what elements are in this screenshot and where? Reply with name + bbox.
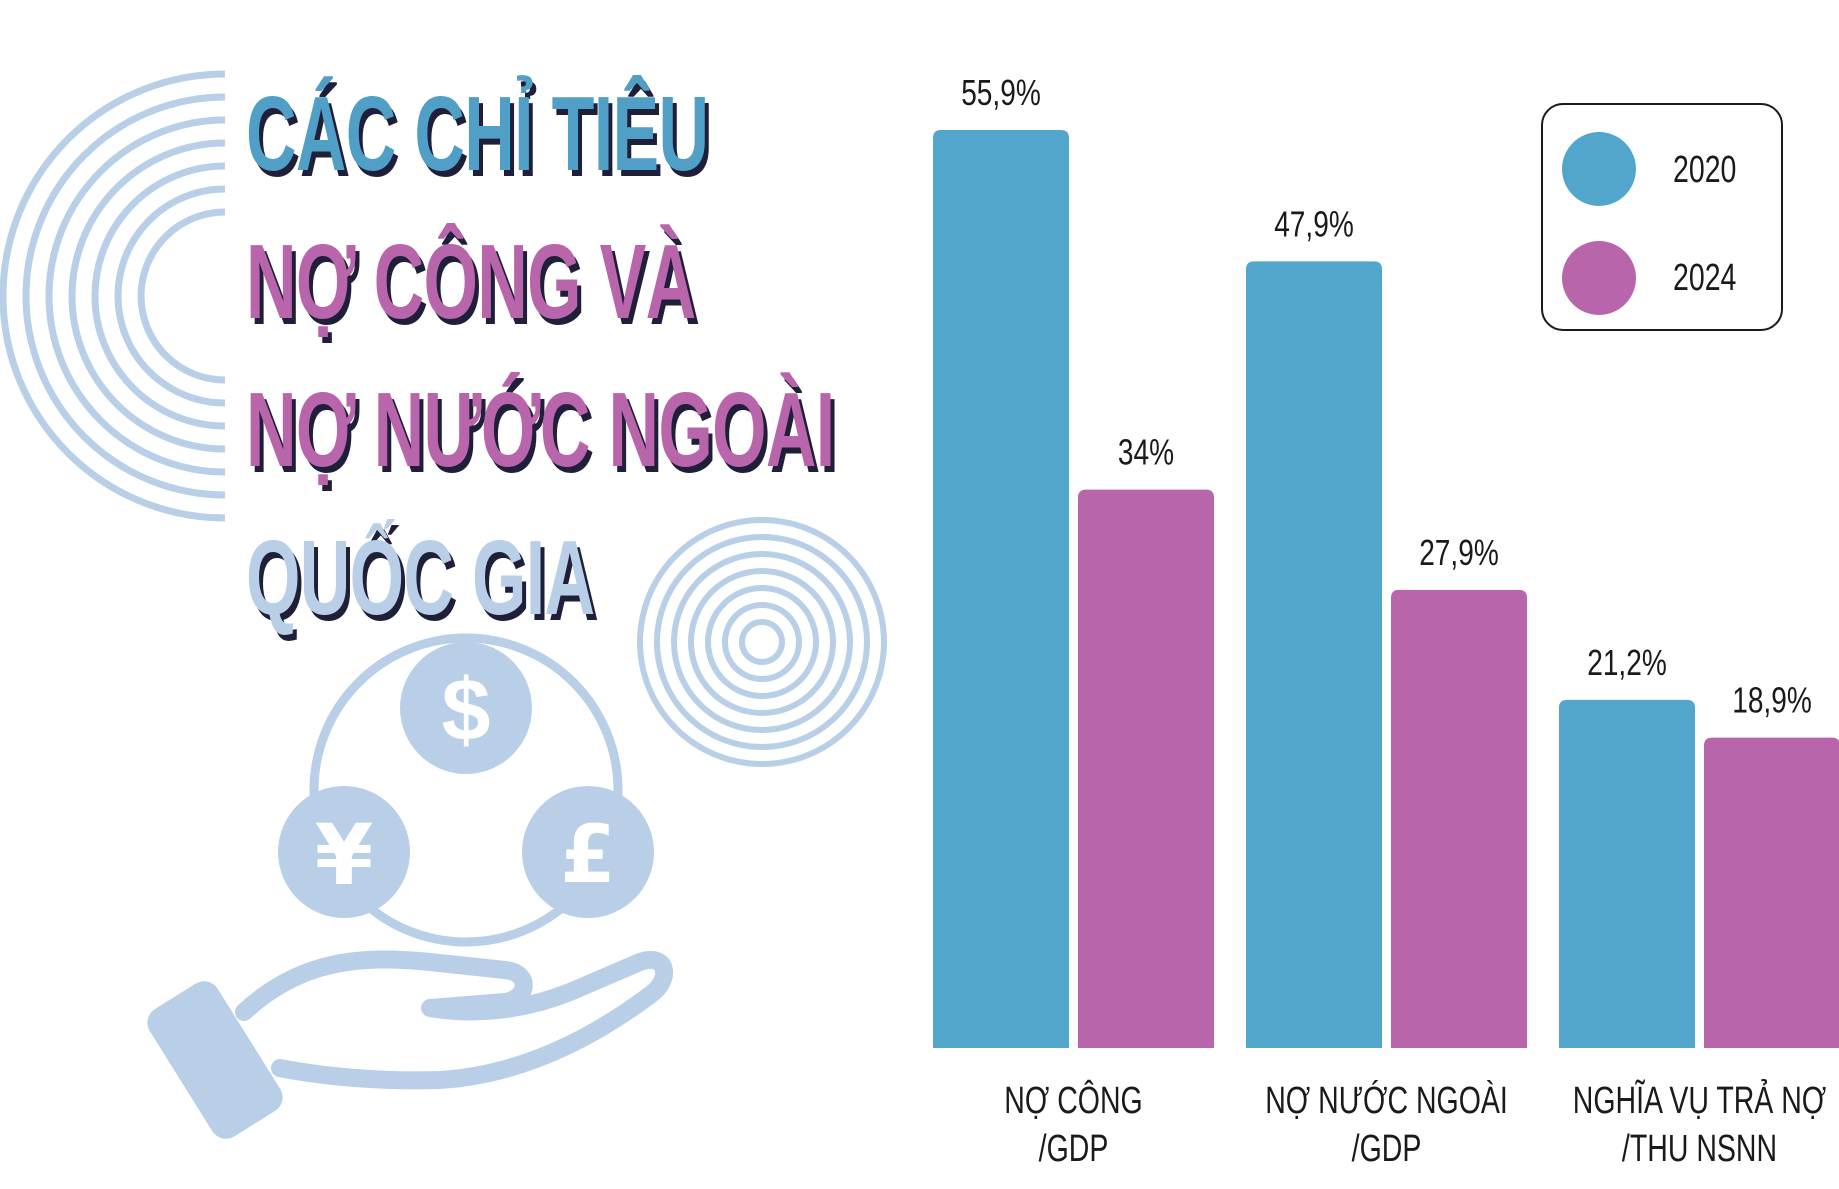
category-label-2-line-1: /THU NSNN — [1622, 1128, 1777, 1170]
bar-2024-0 — [1078, 489, 1214, 1049]
bar-2024-1 — [1391, 589, 1527, 1048]
pound-coin-icon: £ — [522, 786, 654, 918]
bar-chart: 55,9% 34% NỢ CÔNG/GDP 47,9% 27,9% NỢ NƯỚC NGO… — [933, 73, 1839, 1170]
dollar-coin-icon: $ — [400, 642, 532, 774]
bar-2020-0 — [933, 130, 1069, 1048]
legend-label-2024: 2024 — [1673, 257, 1737, 299]
legend-swatch-2024 — [1562, 241, 1636, 315]
open-hand-icon — [147, 950, 674, 1139]
decorative-background: $ ¥ £ — [0, 70, 887, 1139]
category-label-1-line-1: /GDP — [1352, 1128, 1422, 1170]
svg-text:¥: ¥ — [315, 806, 373, 904]
data-label-2024-2: 18,9% — [1732, 680, 1812, 720]
concentric-circles-decoration — [637, 517, 887, 767]
legend-label-2020: 2020 — [1673, 149, 1737, 191]
title-line-2: NỢ CÔNG VÀ — [246, 223, 696, 341]
title-line-3: NỢ NƯỚC NGOÀI — [246, 371, 835, 489]
category-label-0-line-0: NỢ CÔNG — [1004, 1079, 1142, 1122]
bar-2020-1 — [1246, 261, 1382, 1048]
legend-swatch-2020 — [1562, 132, 1636, 206]
data-label-2024-1: 27,9% — [1419, 532, 1499, 572]
concentric-arcs-decoration — [0, 70, 226, 522]
data-label-2020-1: 47,9% — [1274, 204, 1354, 244]
category-label-0-line-1: /GDP — [1039, 1128, 1109, 1170]
data-label-2020-2: 21,2% — [1587, 643, 1667, 683]
yen-coin-icon: ¥ — [278, 786, 410, 918]
data-label-2024-0: 34% — [1118, 432, 1174, 472]
data-label-2020-0: 55,9% — [961, 73, 1041, 113]
category-label-1-line-0: NỢ NƯỚC NGOÀI — [1265, 1079, 1508, 1122]
bar-2024-2 — [1704, 737, 1839, 1048]
svg-text:$: $ — [442, 660, 491, 759]
chart-legend: 2020 2024 — [1541, 103, 1783, 331]
bar-2020-2 — [1559, 699, 1695, 1048]
category-label-2-line-0: NGHĨA VỤ TRẢ NỢ — [1573, 1079, 1827, 1122]
title-line-4: QUỐC GIA — [246, 519, 595, 637]
page-title: CÁC CHỈ TIÊU NỢ CÔNG VÀ NỢ NƯỚC NGOÀI QU… — [246, 60, 835, 652]
title-line-1: CÁC CHỈ TIÊU — [246, 75, 709, 193]
exchange-ring — [309, 633, 623, 947]
svg-text:£: £ — [560, 808, 616, 901]
